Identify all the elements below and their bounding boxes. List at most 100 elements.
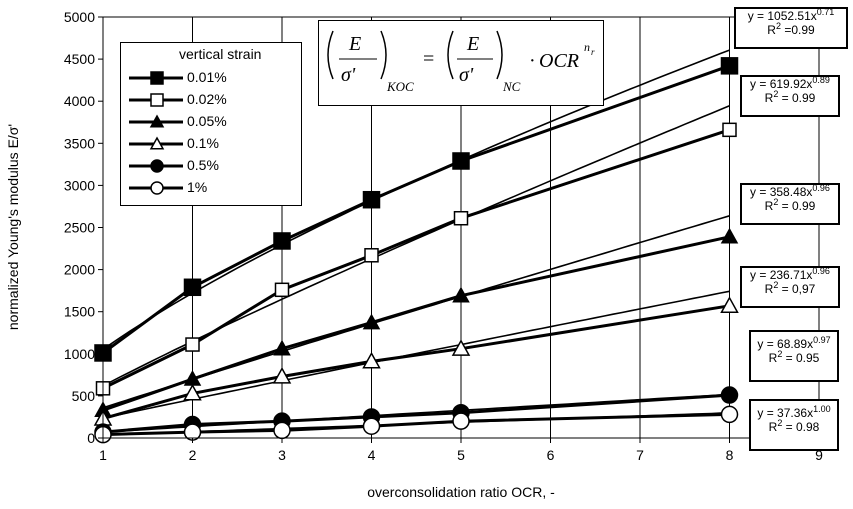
legend-marker bbox=[149, 136, 165, 150]
series-markers bbox=[93, 57, 739, 444]
fit-eq: y = 236.71x bbox=[750, 268, 813, 282]
y-tick-label: 1500 bbox=[64, 304, 95, 320]
legend-swatch bbox=[129, 136, 183, 150]
legend-label: 1% bbox=[187, 179, 208, 195]
fit-r2-value: =0.99 bbox=[780, 23, 815, 37]
y-tick-label: 500 bbox=[72, 388, 96, 404]
y-tick-label: 4500 bbox=[64, 51, 95, 67]
legend-swatch bbox=[129, 93, 183, 107]
data-point-5 bbox=[720, 405, 739, 424]
x-tick-label: 5 bbox=[457, 447, 465, 463]
legend-marker bbox=[149, 114, 165, 128]
data-point-1 bbox=[274, 282, 290, 298]
fit-r: R bbox=[768, 420, 778, 434]
y-tick-label: 3500 bbox=[64, 135, 95, 151]
formula-exponent-r: r bbox=[591, 47, 595, 57]
data-point-4 bbox=[720, 386, 739, 404]
legend-marker bbox=[150, 71, 164, 85]
data-point-2 bbox=[720, 227, 739, 244]
legend-swatch bbox=[129, 159, 183, 173]
y-tick-label: 2000 bbox=[64, 262, 95, 278]
fit-box-1: y = 619.92x0.89 R2 = 0.99 bbox=[740, 75, 840, 117]
fit-r-exp: 2 bbox=[773, 89, 779, 99]
formula-sigma-nc: σ' bbox=[459, 64, 474, 86]
x-tick-label: 3 bbox=[278, 447, 286, 463]
x-tick-label: 1 bbox=[99, 447, 107, 463]
y-tick-label: 1000 bbox=[64, 346, 95, 362]
fit-r: R bbox=[764, 199, 774, 213]
data-point-1 bbox=[364, 248, 379, 263]
formula-sigma-koc: σ' bbox=[341, 64, 356, 86]
fit-r2-value: = 0,97 bbox=[778, 282, 816, 296]
data-point-0 bbox=[720, 57, 739, 75]
legend-marker bbox=[150, 93, 164, 107]
x-tick-label: 7 bbox=[636, 447, 644, 463]
series-line-0 bbox=[102, 64, 731, 355]
fit-exp: 0.89 bbox=[812, 75, 830, 85]
y-tick-label: 0 bbox=[87, 430, 95, 446]
legend-item: 1% bbox=[127, 177, 297, 199]
fit-exp: 0.96 bbox=[812, 266, 830, 276]
data-point-0 bbox=[452, 152, 470, 170]
formula-dot: · bbox=[529, 50, 536, 72]
data-point-0 bbox=[273, 232, 291, 250]
x-axis-label: overconsolidation ratio OCR, - bbox=[367, 484, 555, 500]
fit-box-0: y = 1052.51x0.71 R2 =0.99 bbox=[734, 7, 848, 49]
formula-equals: = bbox=[423, 48, 434, 70]
fit-r: R bbox=[764, 282, 774, 296]
formula-annotation: E σ' KOC = E σ' NC · OCR n r bbox=[318, 20, 604, 106]
data-point-5 bbox=[452, 412, 470, 430]
legend: vertical strain 0.01% 0.02% 0.05% 0.1% 0.5% 1… bbox=[120, 42, 302, 206]
legend-swatch bbox=[129, 181, 183, 195]
formula-nc-subscript: NC bbox=[502, 79, 521, 94]
data-point-5 bbox=[273, 421, 291, 440]
formula-e-koc: E bbox=[348, 33, 361, 55]
data-point-1 bbox=[185, 337, 200, 352]
fit-r: R bbox=[764, 91, 774, 105]
legend-item: 0.1% bbox=[127, 133, 297, 155]
data-point-0 bbox=[183, 278, 202, 297]
fit-eq: y = 619.92x bbox=[750, 77, 813, 91]
data-point-1 bbox=[722, 122, 737, 138]
legend-title: vertical strain bbox=[179, 46, 262, 62]
formula-e-nc: E bbox=[466, 33, 479, 55]
axis-ticks: 1 2 3 4 5 6 7 8 9 0 500 1000 1500 2000 2500 3000 3500 400… bbox=[64, 9, 823, 463]
fit-curve-3 bbox=[102, 290, 730, 419]
fit-r2-value: = 0.99 bbox=[778, 91, 816, 105]
fit-r-exp: 2 bbox=[775, 21, 781, 31]
fit-box-5: y = 37.36x1.00 R2 = 0.98 bbox=[749, 399, 839, 451]
data-point-3 bbox=[183, 383, 202, 401]
fit-r: R bbox=[768, 351, 778, 365]
formula-koc-subscript: KOC bbox=[386, 79, 414, 94]
fit-box-4: y = 68.89x0.97 R2 = 0.95 bbox=[749, 330, 839, 382]
fit-r-exp: 2 bbox=[777, 349, 783, 359]
data-point-2 bbox=[362, 313, 381, 330]
fit-r-exp: 2 bbox=[773, 197, 779, 207]
data-point-5 bbox=[362, 417, 381, 435]
fit-r2-value: = 0.99 bbox=[778, 199, 816, 213]
fit-r: R bbox=[767, 23, 776, 37]
legend-item: 0.02% bbox=[127, 89, 297, 111]
data-point-1 bbox=[453, 210, 469, 226]
legend-swatch bbox=[129, 114, 183, 128]
fit-eq: y = 37.36x bbox=[757, 406, 814, 420]
series-line-5 bbox=[102, 412, 730, 437]
legend-label: 0.05% bbox=[187, 113, 227, 129]
fit-box-3: y = 236.71x0.96 R2 = 0,97 bbox=[740, 266, 840, 308]
y-tick-label: 5000 bbox=[64, 9, 95, 25]
fit-exp: 0.71 bbox=[816, 7, 835, 17]
x-tick-label: 6 bbox=[547, 447, 555, 463]
fit-exp: 0.96 bbox=[812, 183, 830, 193]
series-line-1 bbox=[102, 128, 730, 390]
legend-item: 0.5% bbox=[127, 155, 297, 177]
y-tick-label: 4000 bbox=[64, 93, 95, 109]
legend-label: 0.02% bbox=[187, 91, 227, 107]
fit-r-exp: 2 bbox=[777, 418, 783, 428]
fit-r2-value: = 0.98 bbox=[782, 420, 820, 434]
x-tick-label: 8 bbox=[726, 447, 734, 463]
fit-box-2: y = 358.48x0.96 R2 = 0.99 bbox=[740, 183, 840, 225]
legend-item: 0.05% bbox=[127, 111, 297, 133]
y-tick-label: 3000 bbox=[64, 177, 95, 193]
x-tick-label: 4 bbox=[368, 447, 376, 463]
